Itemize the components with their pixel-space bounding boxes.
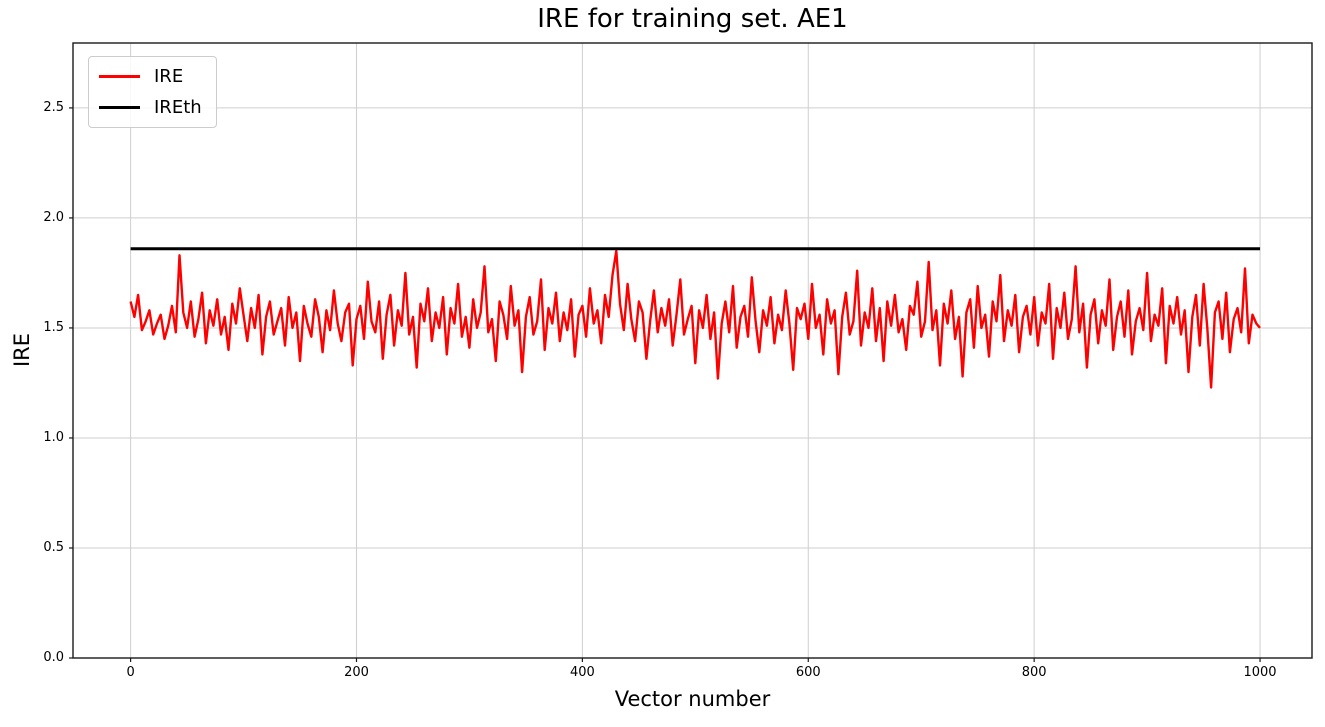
legend-entry-ire: IRE xyxy=(99,66,202,87)
legend-label: IREth xyxy=(154,97,202,118)
y-tick-label: 2.0 xyxy=(43,209,64,225)
x-tick-label: 600 xyxy=(795,665,821,680)
x-tick-label: 400 xyxy=(569,665,595,680)
plot-border xyxy=(72,42,1313,659)
y-tick-label: 0.0 xyxy=(43,650,64,665)
y-tick-label: 2.5 xyxy=(43,99,64,115)
legend-line-swatch xyxy=(99,75,140,78)
data-line-ire xyxy=(129,249,1261,389)
x-tick-label: 200 xyxy=(344,665,369,680)
legend-entry-ireth: IREth xyxy=(99,97,202,118)
legend: IRE IREth xyxy=(88,56,217,128)
chart-title: IRE for training set. AE1 xyxy=(537,4,848,34)
x-tick-label: 1000 xyxy=(1243,665,1277,680)
legend-line-swatch xyxy=(99,106,140,109)
y-tick-label: 1.5 xyxy=(43,319,64,335)
x-tick-label: 800 xyxy=(1021,665,1047,680)
legend-label: IRE xyxy=(154,66,184,87)
y-tick-label: 0.5 xyxy=(43,539,64,555)
y-tick-label: 1.0 xyxy=(43,429,64,445)
x-axis-label: Vector number xyxy=(614,687,771,711)
x-tick-label: 0 xyxy=(126,665,135,680)
